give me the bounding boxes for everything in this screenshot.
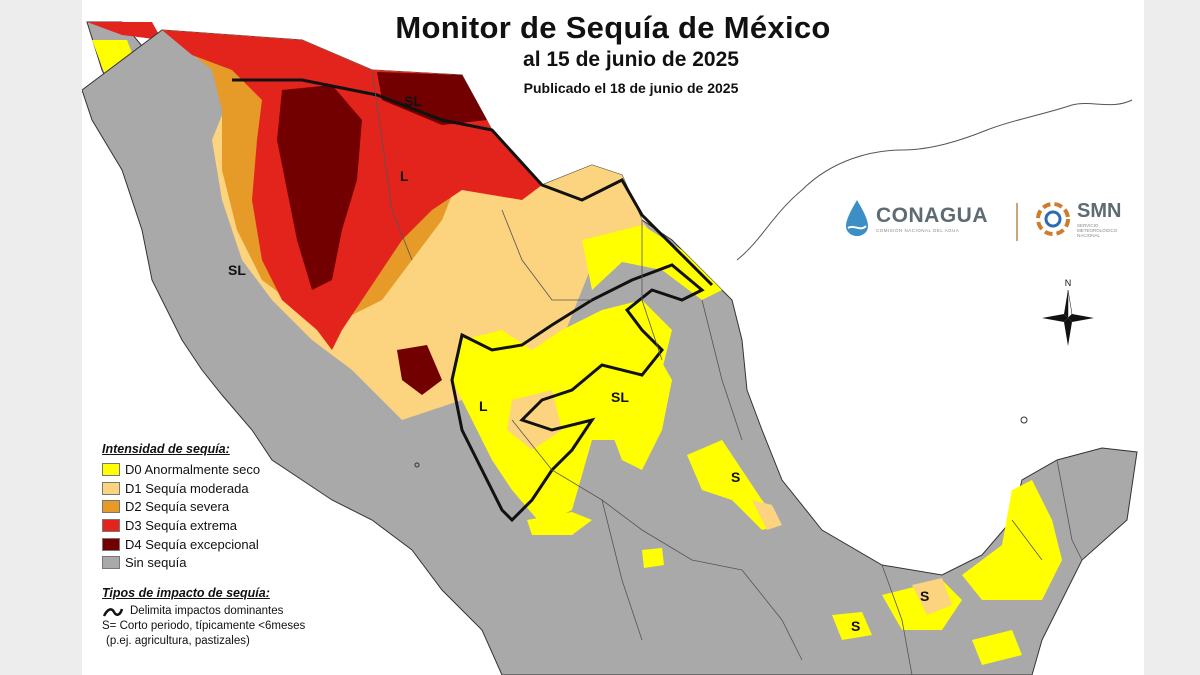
impact-line-north [232,78,714,287]
legend-impact-delimiter: Delimita impactos dominantes [102,604,332,619]
baja-red-tip [87,22,162,40]
yucatan-d0-area [962,480,1062,600]
legend-item-d3: D3 Sequía extrema [102,516,332,535]
conagua-logo: CONAGUA COMISIÓN NACIONAL DEL AGUA [842,198,988,238]
region-label-s-veracruz: S [731,469,741,485]
mexico-drought-map [82,21,1138,675]
map-title: Monitor de Sequía de México [395,10,831,45]
drought-map-frame: Monitor de Sequía de México al 15 de jun… [82,0,1144,675]
logo-separator [1016,203,1018,241]
legend-item-none: Sin sequía [102,553,332,572]
legend-intensity-title: Intensidad de sequía: [102,442,230,456]
north-d4-border [377,72,487,125]
veracruz-d1-spot [752,500,782,530]
compass-north-label: N [1065,278,1072,288]
impact-line-central [450,263,705,523]
legend-item-d4: D4 Sequía excepcional [102,535,332,554]
conagua-name: CONAGUA [876,203,988,227]
legend-impact-title: Tipos de impacto de sequía: [102,586,270,601]
legend-impact-s-def: S= Corto periodo, típicamente <6meses [102,620,306,633]
region-label-l-durango: L [479,398,488,414]
legend-impact-section: Tipos de impacto de sequía: Delimita imp… [102,586,332,649]
conagua-subtitle: COMISIÓN NACIONAL DEL AGUA [876,227,960,233]
map-legend: Intensidad de sequía: D0 Anormalmente se… [102,442,332,649]
legend-item-d0: D0 Anormalmente seco [102,460,332,479]
region-label-s-tabasco: S [920,588,930,604]
region-label-s-oaxaca: S [851,618,861,634]
durango-d1-spots [507,390,562,450]
region-label-sl-san-luis: SL [611,389,629,405]
island-dot [414,462,420,468]
tabasco-d1-area [912,578,952,615]
northeast-d0-band [582,225,722,300]
map-published-line: Publicado el 18 de junio de 2025 [523,80,739,96]
oaxaca-d0-spot [832,612,872,640]
smn-name: SMN [1077,200,1122,222]
cloud-swirl-icon [1036,202,1070,236]
slp-d0-area [607,345,672,470]
region-label-l-chihuahua: L [400,168,409,184]
us-gulf-coastline [736,99,1133,261]
legend-impact-s-example: (p.ej. agricultura, pastizales) [106,635,250,648]
jalisco-d0-spot [527,512,592,535]
water-drop-icon [846,200,868,236]
smn-logo: SMN SERVICIO METEOROLÓGICO NACIONAL [1032,198,1137,240]
smn-subtitle: SERVICIO METEOROLÓGICO NACIONAL [1077,223,1118,238]
region-label-sl-baja: SL [228,262,246,278]
state-borders [371,69,1083,675]
legend-item-d2: D2 Sequía severa [102,497,332,516]
sinaloa-d4 [397,345,442,395]
region-label-sl-north: SL [404,93,422,109]
compass-rose-icon: N [1042,278,1094,346]
legend-item-d1: D1 Sequía moderada [102,479,332,498]
map-date-line: al 15 de junio de 2025 [523,48,739,71]
curve-line-icon [102,607,124,617]
north-d4-area [277,85,362,290]
puebla-d0-spot [642,548,664,568]
island-dot [1020,416,1028,424]
chiapas-d0-area [972,630,1022,665]
